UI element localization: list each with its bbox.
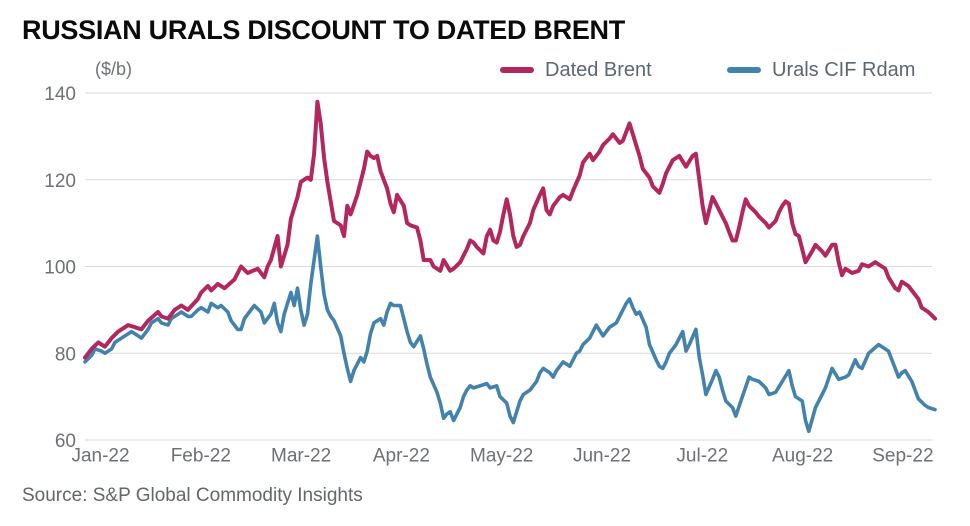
y-tick-label: 60 — [55, 431, 76, 452]
x-tick-label: Jan-22 — [71, 446, 129, 467]
legend-swatch-dated-brent — [500, 67, 534, 73]
x-tick-label: Mar-22 — [271, 446, 331, 467]
x-tick-label: Aug-22 — [772, 446, 833, 467]
x-tick-label: Sep-22 — [872, 446, 933, 467]
y-tick-label: 140 — [44, 84, 76, 105]
chart-title: RUSSIAN URALS DISCOUNT TO DATED BRENT — [22, 15, 625, 45]
source-note: Source: S&P Global Commodity Insights — [22, 485, 363, 506]
y-tick-label: 80 — [55, 344, 76, 365]
series-line-dated-brent — [83, 99, 937, 360]
legend-label-urals-cif-rdam: Urals CIF Rdam — [772, 58, 916, 81]
legend-label-dated-brent: Dated Brent — [545, 58, 652, 81]
y-tick-label: 100 — [44, 258, 76, 279]
legend: Dated Brent Urals CIF Rdam — [0, 58, 970, 82]
legend-swatch-urals-cif-rdam — [727, 67, 761, 73]
x-tick-label: Jun-22 — [573, 446, 631, 467]
series-line-urals-cif-rdam — [83, 234, 937, 434]
x-tick-label: Feb-22 — [171, 446, 231, 467]
x-tick-label: May-22 — [470, 446, 533, 467]
legend-item-urals-cif-rdam: Urals CIF Rdam — [727, 58, 915, 82]
legend-item-dated-brent: Dated Brent — [500, 58, 652, 82]
y-tick-label: 120 — [44, 171, 76, 192]
y-axis-unit-label: ($/b) — [95, 59, 133, 79]
x-tick-label: Apr-22 — [373, 446, 430, 467]
x-tick-label: Jul-22 — [676, 446, 728, 467]
